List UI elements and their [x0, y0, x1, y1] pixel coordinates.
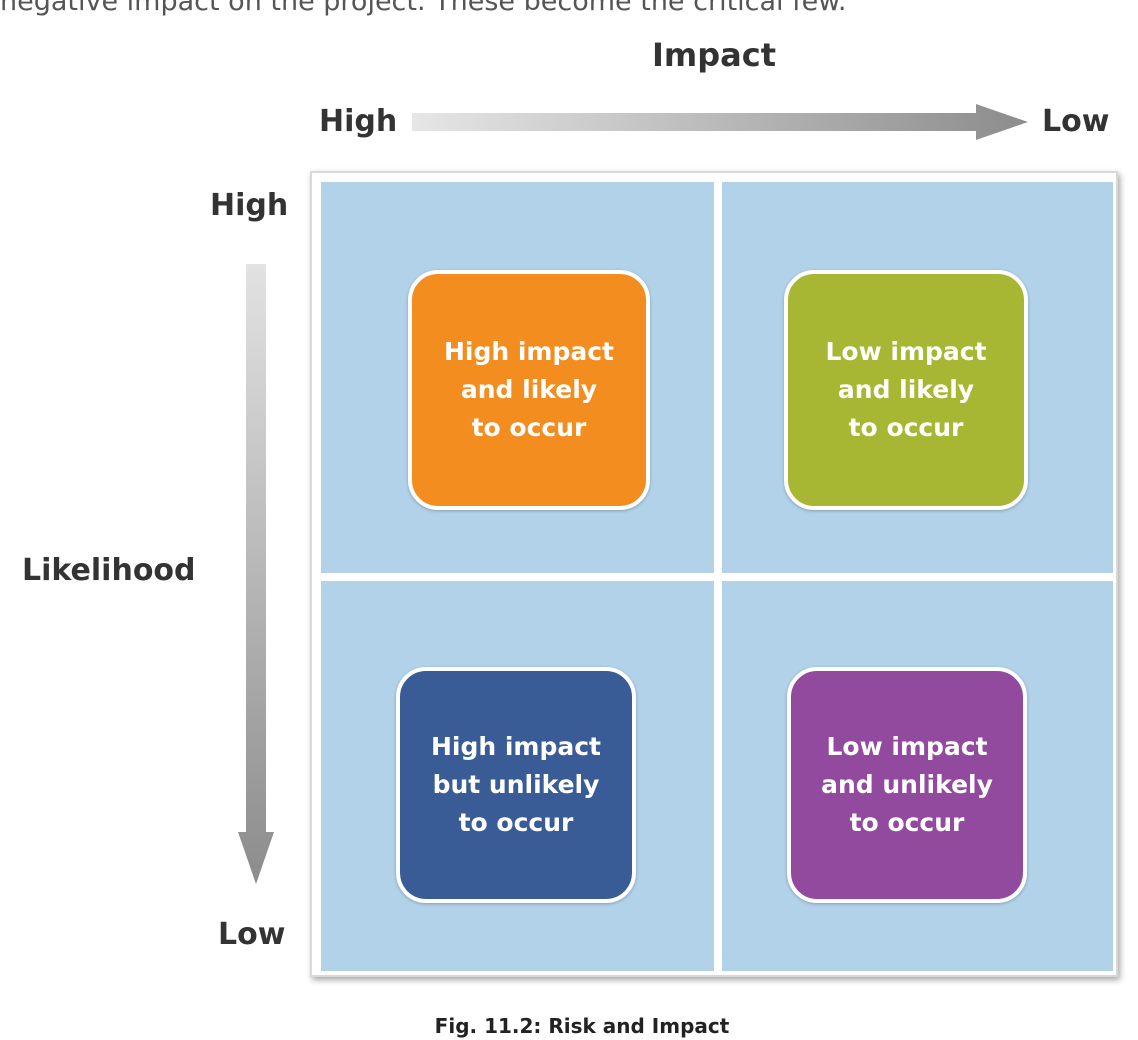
- card-high-impact-likely-text: High impact and likely to occur: [443, 337, 615, 442]
- likelihood-axis-title: Likelihood: [22, 553, 196, 588]
- card-low-impact-likely: Low impact and likely to occur: [784, 270, 1028, 510]
- card-low-impact-unlikely-text: Low impact and unlikely to occur: [821, 732, 993, 837]
- likelihood-arrow-icon: [238, 264, 274, 884]
- intro-text: negative impact on the project. These be…: [0, 0, 847, 17]
- impact-high-label: High: [319, 104, 398, 139]
- likelihood-high-label: High: [210, 188, 289, 223]
- card-high-impact-unlikely: High impact but unlikely to occur: [396, 667, 636, 903]
- impact-axis-title: Impact: [652, 36, 777, 74]
- impact-arrow-icon: [412, 104, 1028, 140]
- risk-matrix: High impact and likely to occur Low impa…: [310, 171, 1118, 977]
- card-high-impact-unlikely-text: High impact but unlikely to occur: [430, 732, 602, 837]
- card-high-impact-likely: High impact and likely to occur: [408, 270, 650, 510]
- likelihood-low-label: Low: [218, 917, 286, 952]
- figure-caption: Fig. 11.2: Risk and Impact: [434, 1014, 730, 1038]
- impact-low-label: Low: [1042, 104, 1110, 139]
- card-low-impact-unlikely: Low impact and unlikely to occur: [787, 667, 1027, 903]
- card-low-impact-likely-text: Low impact and likely to occur: [825, 337, 987, 442]
